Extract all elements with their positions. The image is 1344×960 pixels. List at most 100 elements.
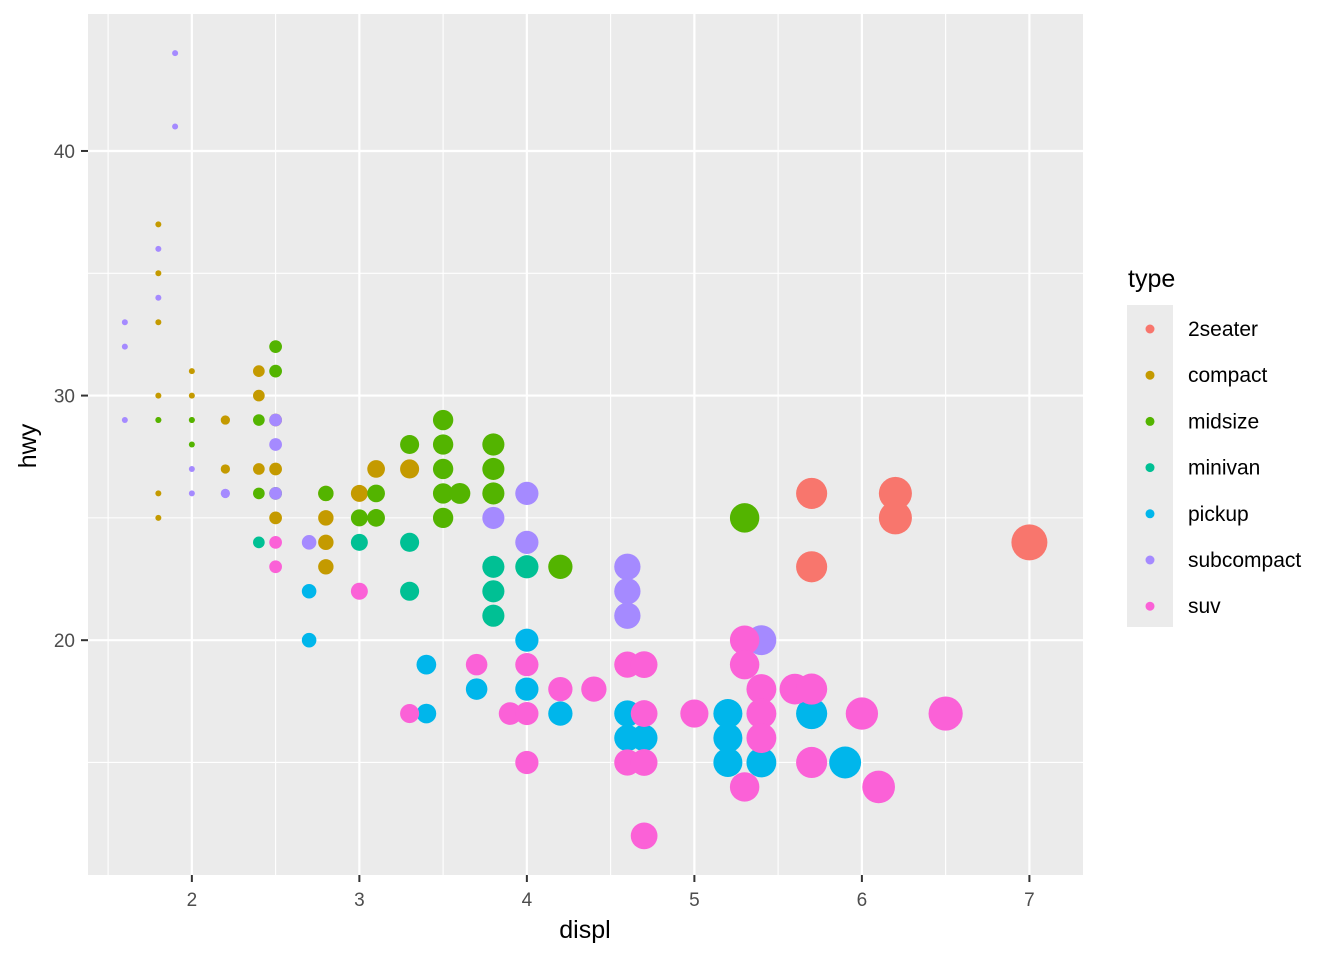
point-compact bbox=[400, 459, 420, 479]
point-subcompact bbox=[220, 488, 231, 499]
point-compact bbox=[318, 559, 334, 575]
point-pickup bbox=[548, 701, 573, 726]
point-compact bbox=[269, 462, 282, 476]
point-suv bbox=[928, 696, 963, 731]
point-compact bbox=[318, 534, 334, 551]
point-midsize bbox=[188, 441, 195, 448]
point-2seater bbox=[796, 477, 828, 509]
point-suv bbox=[845, 697, 879, 730]
point-midsize bbox=[269, 340, 282, 354]
point-midsize bbox=[400, 434, 420, 455]
point-pickup bbox=[796, 698, 828, 730]
legend-entries: 2seater compact midsize minivan pickup subcom… bbox=[1145, 318, 1301, 618]
point-minivan bbox=[253, 536, 265, 549]
point-suv bbox=[350, 582, 368, 600]
y-tick-labels: 20 30 40 bbox=[54, 142, 75, 652]
point-suv bbox=[630, 700, 658, 727]
legend-key-pickup bbox=[1145, 509, 1155, 519]
y-tick-label: 30 bbox=[54, 387, 75, 408]
point-subcompact bbox=[614, 602, 641, 629]
legend-label-subcompact: subcompact bbox=[1188, 549, 1301, 572]
point-midsize bbox=[432, 507, 454, 529]
point-suv bbox=[729, 625, 760, 655]
point-subcompact bbox=[301, 535, 317, 550]
point-subcompact bbox=[172, 50, 179, 57]
legend: type 2seater compact midsize minivan pickup s… bbox=[1127, 265, 1301, 627]
point-minivan bbox=[515, 555, 539, 579]
legend-key-2seater bbox=[1145, 324, 1155, 334]
point-midsize bbox=[548, 554, 573, 579]
point-compact bbox=[367, 460, 385, 478]
point-midsize bbox=[482, 482, 505, 505]
legend-key-compact bbox=[1145, 370, 1155, 380]
point-pickup bbox=[746, 747, 777, 778]
point-2seater bbox=[878, 501, 912, 535]
series-midsize bbox=[155, 340, 760, 579]
point-suv bbox=[515, 653, 539, 677]
point-subcompact bbox=[121, 417, 128, 424]
point-midsize bbox=[367, 484, 385, 503]
legend-key-minivan bbox=[1145, 463, 1155, 473]
point-compact bbox=[155, 392, 162, 399]
series-suv bbox=[269, 535, 963, 850]
point-subcompact bbox=[269, 487, 282, 500]
point-pickup bbox=[713, 723, 743, 753]
point-suv bbox=[400, 704, 420, 724]
point-suv bbox=[746, 723, 777, 753]
series-minivan bbox=[253, 532, 539, 627]
point-subcompact bbox=[121, 319, 128, 326]
point-subcompact bbox=[121, 343, 128, 350]
point-suv bbox=[796, 673, 828, 705]
y-tick-label: 40 bbox=[54, 142, 75, 163]
point-suv bbox=[746, 674, 777, 705]
point-pickup bbox=[301, 583, 317, 599]
point-compact bbox=[269, 511, 282, 525]
point-suv bbox=[729, 772, 760, 802]
legend-label-compact: compact bbox=[1188, 364, 1268, 387]
point-suv bbox=[548, 676, 573, 702]
point-pickup bbox=[515, 628, 539, 652]
point-compact bbox=[155, 221, 162, 228]
point-pickup bbox=[630, 724, 658, 752]
point-pickup bbox=[515, 677, 539, 701]
point-minivan bbox=[482, 604, 505, 627]
point-pickup bbox=[465, 678, 488, 700]
point-midsize bbox=[155, 417, 162, 424]
point-suv bbox=[630, 749, 658, 776]
legend-key-midsize bbox=[1145, 416, 1155, 426]
point-midsize bbox=[729, 503, 760, 533]
point-pickup bbox=[829, 746, 862, 779]
point-suv bbox=[465, 653, 488, 676]
point-suv bbox=[630, 651, 658, 679]
point-subcompact bbox=[614, 553, 641, 580]
legend-label-minivan: minivan bbox=[1188, 457, 1260, 480]
point-midsize bbox=[432, 434, 454, 455]
point-midsize bbox=[188, 417, 195, 424]
point-suv bbox=[746, 698, 777, 729]
y-axis-title: hwy bbox=[14, 423, 42, 468]
point-subcompact bbox=[188, 490, 195, 497]
point-pickup bbox=[713, 699, 743, 729]
point-midsize bbox=[432, 483, 454, 504]
point-compact bbox=[155, 514, 162, 521]
legend-label-midsize: midsize bbox=[1188, 410, 1259, 433]
point-pickup bbox=[301, 632, 317, 648]
point-compact bbox=[188, 368, 195, 375]
point-subcompact bbox=[155, 245, 162, 252]
point-suv bbox=[269, 560, 282, 574]
point-midsize bbox=[449, 482, 471, 504]
point-2seater bbox=[1011, 524, 1048, 561]
point-suv bbox=[515, 701, 539, 726]
major-gridlines bbox=[88, 14, 1083, 875]
point-midsize bbox=[318, 485, 334, 502]
point-suv bbox=[515, 750, 539, 775]
legend-key-subcompact bbox=[1145, 555, 1155, 565]
x-tick-label: 2 bbox=[187, 890, 198, 911]
point-suv bbox=[862, 770, 895, 804]
point-suv bbox=[680, 699, 709, 728]
point-subcompact bbox=[269, 438, 282, 451]
series-2seater bbox=[796, 476, 1048, 583]
point-minivan bbox=[482, 555, 505, 578]
x-tick-label: 7 bbox=[1024, 890, 1035, 911]
